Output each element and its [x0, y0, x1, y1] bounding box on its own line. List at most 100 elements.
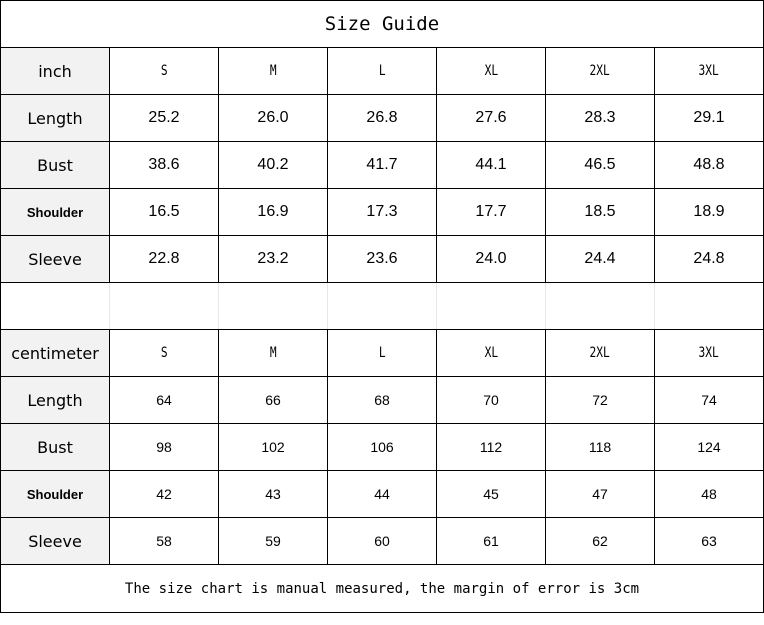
- size-label: L: [378, 345, 386, 361]
- measurement-cell: 18.9: [654, 188, 764, 236]
- size-header-XL: XL: [436, 47, 546, 95]
- size-label: M: [269, 345, 277, 361]
- measurement-cell: 16.9: [218, 188, 328, 236]
- row-label-shoulder: Shoulder: [0, 470, 110, 518]
- measurement-cell: 16.5: [109, 188, 219, 236]
- measurement-cell: 17.7: [436, 188, 546, 236]
- measurement-cell: 40.2: [218, 141, 328, 189]
- measurement-cell: 23.2: [218, 235, 328, 283]
- page-title: Size Guide: [0, 0, 764, 48]
- measurement-cell: 58: [109, 517, 219, 565]
- size-label: 2XL: [589, 345, 611, 361]
- measurement-cell: 59: [218, 517, 328, 565]
- row-label-bust: Bust: [0, 141, 110, 189]
- measurement-cell: 23.6: [327, 235, 437, 283]
- table-row: Sleeve 22.8 23.2 23.6 24.0 24.4 24.8: [0, 235, 764, 283]
- measurement-cell: 68: [327, 376, 437, 424]
- measurement-cell: 29.1: [654, 94, 764, 142]
- row-label-sleeve: Sleeve: [0, 235, 110, 283]
- size-header-S: S: [109, 47, 219, 95]
- measurement-cell: 17.3: [327, 188, 437, 236]
- size-header-M: M: [218, 329, 328, 377]
- row-label-length: Length: [0, 376, 110, 424]
- table-row: Length 64 66 68 70 72 74: [0, 376, 764, 424]
- measurement-cell: 70: [436, 376, 546, 424]
- row-label-length: Length: [0, 94, 110, 142]
- measurement-cell: 38.6: [109, 141, 219, 189]
- spacer-row: [0, 282, 764, 330]
- empty-cell: [218, 282, 328, 330]
- measurement-cell: 43: [218, 470, 328, 518]
- measurement-cell: 112: [436, 423, 546, 471]
- table-row: Bust 38.6 40.2 41.7 44.1 46.5 48.8: [0, 141, 764, 189]
- measurement-cell: 27.6: [436, 94, 546, 142]
- table-row: Sleeve 58 59 60 61 62 63: [0, 517, 764, 565]
- measurement-cell: 44.1: [436, 141, 546, 189]
- size-header-L: L: [327, 47, 437, 95]
- measurement-cell: 48.8: [654, 141, 764, 189]
- table-row: Shoulder 16.5 16.9 17.3 17.7 18.5 18.9: [0, 188, 764, 236]
- row-label-bust: Bust: [0, 423, 110, 471]
- size-label: S: [160, 345, 168, 361]
- unit-label: centimeter: [0, 329, 110, 377]
- size-label: XL: [484, 63, 498, 79]
- measurement-cell: 74: [654, 376, 764, 424]
- size-label: 3XL: [698, 345, 720, 361]
- measurement-cell: 48: [654, 470, 764, 518]
- size-label: M: [269, 63, 277, 79]
- measurement-cell: 22.8: [109, 235, 219, 283]
- measurement-cell: 26.8: [327, 94, 437, 142]
- measurement-cell: 72: [545, 376, 655, 424]
- measurement-cell: 102: [218, 423, 328, 471]
- row-label-shoulder: Shoulder: [0, 188, 110, 236]
- measurement-cell: 42: [109, 470, 219, 518]
- size-header-3XL: 3XL: [654, 47, 764, 95]
- size-header-3XL: 3XL: [654, 329, 764, 377]
- measurement-cell: 41.7: [327, 141, 437, 189]
- measurement-cell: 62: [545, 517, 655, 565]
- measurement-cell: 61: [436, 517, 546, 565]
- unit-label: inch: [0, 47, 110, 95]
- centimeter-header-row: centimeter S M L XL 2XL 3XL: [0, 329, 764, 377]
- size-header-L: L: [327, 329, 437, 377]
- table-row: Length 25.2 26.0 26.8 27.6 28.3 29.1: [0, 94, 764, 142]
- measurement-cell: 118: [545, 423, 655, 471]
- empty-cell: [436, 282, 546, 330]
- table-row: Bust 98 102 106 112 118 124: [0, 423, 764, 471]
- measurement-cell: 44: [327, 470, 437, 518]
- size-label: S: [160, 63, 168, 79]
- size-header-XL: XL: [436, 329, 546, 377]
- empty-cell: [0, 282, 110, 330]
- size-label: 3XL: [698, 63, 720, 79]
- measurement-cell: 98: [109, 423, 219, 471]
- size-label: 2XL: [589, 63, 611, 79]
- measurement-note: The size chart is manual measured, the m…: [0, 564, 764, 613]
- size-header-M: M: [218, 47, 328, 95]
- row-label-sleeve: Sleeve: [0, 517, 110, 565]
- measurement-cell: 24.8: [654, 235, 764, 283]
- measurement-cell: 60: [327, 517, 437, 565]
- measurement-cell: 26.0: [218, 94, 328, 142]
- measurement-cell: 45: [436, 470, 546, 518]
- note-row: The size chart is manual measured, the m…: [0, 564, 764, 613]
- measurement-cell: 106: [327, 423, 437, 471]
- measurement-cell: 25.2: [109, 94, 219, 142]
- size-header-2XL: 2XL: [545, 329, 655, 377]
- measurement-cell: 18.5: [545, 188, 655, 236]
- measurement-cell: 64: [109, 376, 219, 424]
- measurement-cell: 66: [218, 376, 328, 424]
- measurement-cell: 47: [545, 470, 655, 518]
- measurement-cell: 24.4: [545, 235, 655, 283]
- size-header-2XL: 2XL: [545, 47, 655, 95]
- empty-cell: [654, 282, 764, 330]
- measurement-cell: 24.0: [436, 235, 546, 283]
- size-label: XL: [484, 345, 498, 361]
- measurement-cell: 63: [654, 517, 764, 565]
- measurement-cell: 46.5: [545, 141, 655, 189]
- inch-header-row: inch S M L XL 2XL 3XL: [0, 47, 764, 95]
- empty-cell: [109, 282, 219, 330]
- table-row: Shoulder 42 43 44 45 47 48: [0, 470, 764, 518]
- size-label: L: [378, 63, 386, 79]
- measurement-cell: 28.3: [545, 94, 655, 142]
